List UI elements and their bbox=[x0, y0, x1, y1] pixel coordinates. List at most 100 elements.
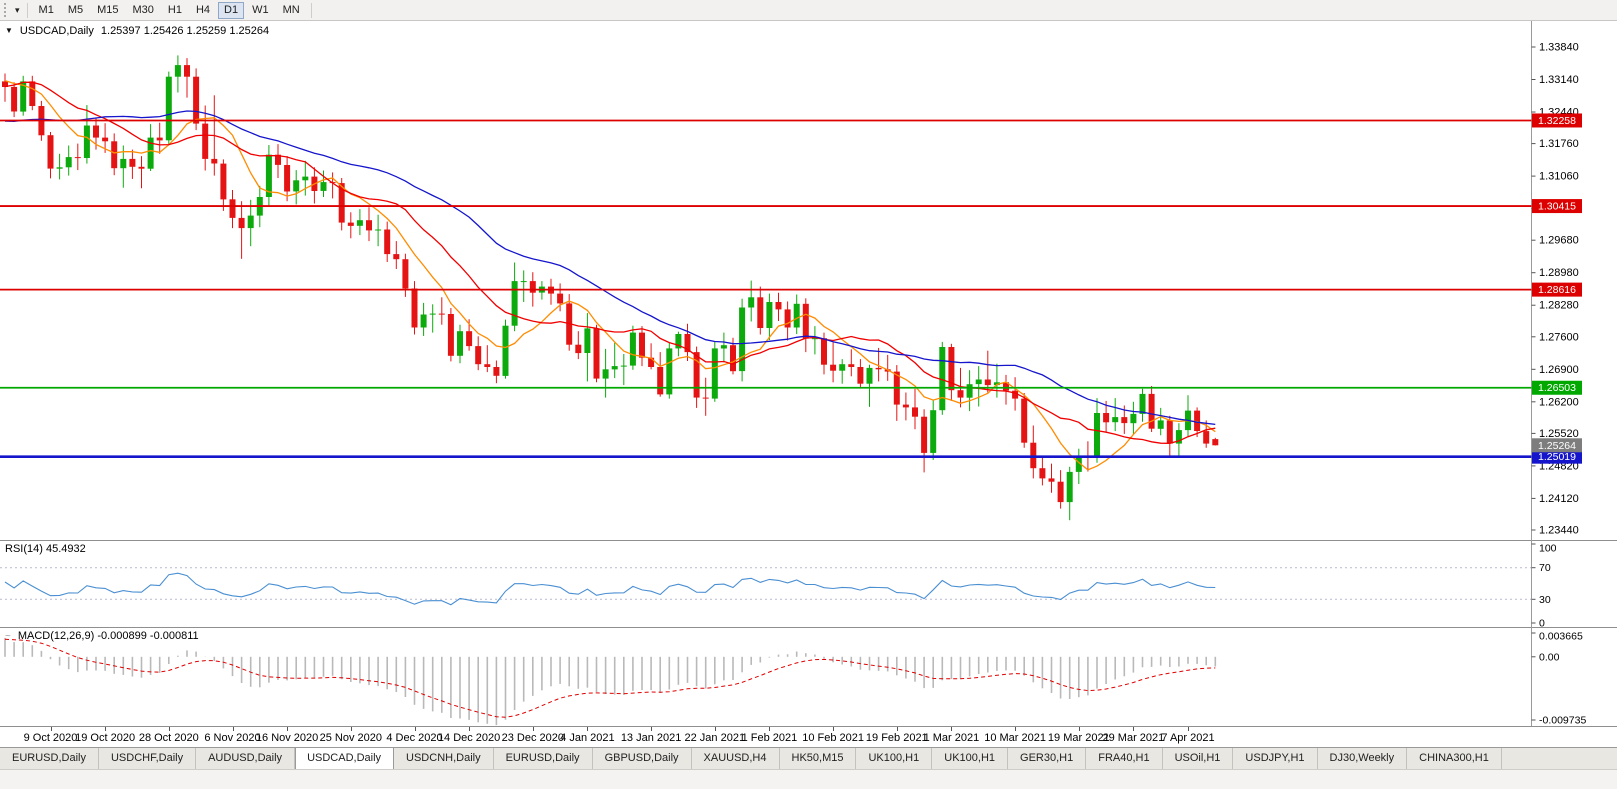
candle[interactable] bbox=[447, 308, 454, 362]
symbol-tab-usdcad-3[interactable]: USDCAD,Daily bbox=[295, 748, 395, 769]
symbol-tab-hk50-8[interactable]: HK50,M15 bbox=[780, 748, 857, 769]
candle[interactable] bbox=[238, 201, 245, 259]
candle[interactable] bbox=[457, 324, 463, 364]
candle[interactable] bbox=[1157, 407, 1164, 436]
candle[interactable] bbox=[1139, 388, 1146, 422]
charts-dropdown-icon[interactable]: ▾ bbox=[15, 4, 20, 15]
candle[interactable] bbox=[129, 149, 136, 179]
candle[interactable] bbox=[993, 363, 1000, 398]
candle[interactable] bbox=[912, 388, 918, 430]
candle[interactable] bbox=[584, 313, 591, 382]
symbol-tab-xauusd-7[interactable]: XAUUSD,H4 bbox=[692, 748, 780, 769]
candle[interactable] bbox=[438, 297, 445, 325]
candle[interactable] bbox=[666, 342, 673, 399]
time-axis[interactable]: 9 Oct 2020 19 Oct 2020 28 Oct 2020 6 Nov 20… bbox=[0, 726, 1617, 747]
toolbar-grip-icon[interactable] bbox=[4, 3, 8, 17]
candle[interactable] bbox=[611, 342, 618, 379]
candle[interactable] bbox=[320, 170, 327, 198]
timeframe-button-h1[interactable]: H1 bbox=[162, 2, 188, 19]
candle[interactable] bbox=[65, 145, 72, 176]
candle[interactable] bbox=[111, 133, 118, 176]
candle[interactable] bbox=[120, 145, 127, 188]
timeframe-button-w1[interactable]: W1 bbox=[246, 2, 275, 19]
candle[interactable] bbox=[848, 349, 855, 377]
timeframe-button-m1[interactable]: M1 bbox=[33, 2, 60, 19]
candle[interactable] bbox=[393, 241, 400, 269]
candle[interactable] bbox=[156, 122, 163, 154]
candle[interactable] bbox=[29, 75, 36, 111]
symbol-tab-uk100-10[interactable]: UK100,H1 bbox=[932, 748, 1009, 769]
candle[interactable] bbox=[138, 156, 145, 189]
candle[interactable] bbox=[1048, 463, 1055, 493]
candle[interactable] bbox=[939, 341, 946, 415]
candle[interactable] bbox=[102, 123, 109, 153]
candle[interactable] bbox=[1039, 457, 1046, 486]
candle[interactable] bbox=[174, 55, 181, 93]
candle[interactable] bbox=[220, 159, 227, 211]
timeframe-button-d1[interactable]: D1 bbox=[218, 1, 245, 19]
candle[interactable] bbox=[329, 172, 336, 199]
candle[interactable] bbox=[1185, 395, 1191, 438]
candle[interactable] bbox=[702, 377, 709, 416]
candle[interactable] bbox=[520, 270, 527, 302]
candle[interactable] bbox=[1148, 386, 1155, 432]
symbol-tab-dj30-15[interactable]: DJ30,Weekly bbox=[1318, 748, 1408, 769]
candle[interactable] bbox=[83, 105, 90, 164]
symbol-tab-ger30-11[interactable]: GER30,H1 bbox=[1008, 748, 1087, 769]
symbol-tab-usdchf-1[interactable]: USDCHF,Daily bbox=[99, 748, 197, 769]
candle[interactable] bbox=[429, 304, 436, 333]
candle[interactable] bbox=[711, 341, 718, 402]
candle[interactable] bbox=[420, 302, 427, 336]
timeframe-button-m30[interactable]: M30 bbox=[127, 2, 160, 19]
timeframe-button-h4[interactable]: H4 bbox=[190, 2, 216, 19]
timeframe-button-mn[interactable]: MN bbox=[277, 2, 306, 19]
candle[interactable] bbox=[1003, 374, 1009, 405]
candle[interactable] bbox=[1030, 425, 1037, 479]
candle[interactable] bbox=[1112, 398, 1119, 432]
candle[interactable] bbox=[475, 336, 482, 371]
symbol-tab-china300-16[interactable]: CHINA300,H1 bbox=[1407, 748, 1502, 769]
candle[interactable] bbox=[1012, 377, 1019, 411]
candle[interactable] bbox=[302, 160, 309, 196]
timeframe-button-m15[interactable]: M15 bbox=[91, 2, 124, 19]
candle[interactable] bbox=[684, 323, 691, 361]
candle[interactable] bbox=[347, 212, 354, 239]
candle[interactable] bbox=[657, 352, 664, 397]
candle[interactable] bbox=[675, 331, 682, 357]
candle[interactable] bbox=[275, 144, 281, 178]
candle[interactable] bbox=[2, 73, 8, 102]
candle[interactable] bbox=[693, 346, 700, 408]
candle[interactable] bbox=[493, 360, 500, 384]
candle[interactable] bbox=[839, 359, 846, 384]
candle[interactable] bbox=[1166, 415, 1173, 458]
candle[interactable] bbox=[602, 348, 609, 398]
candle[interactable] bbox=[857, 359, 864, 388]
candle[interactable] bbox=[720, 332, 727, 363]
macd-canvas[interactable]: 0.003665 0.00 -0.009735 bbox=[0, 627, 1617, 726]
candle[interactable] bbox=[739, 298, 746, 382]
candle[interactable] bbox=[11, 82, 18, 118]
candle[interactable] bbox=[975, 366, 982, 407]
symbol-tab-uk100-9[interactable]: UK100,H1 bbox=[856, 748, 933, 769]
candle[interactable] bbox=[866, 364, 873, 407]
candle[interactable] bbox=[557, 283, 564, 312]
symbol-tab-gbpusd-6[interactable]: GBPUSD,Daily bbox=[593, 748, 692, 769]
candle[interactable] bbox=[793, 294, 800, 335]
symbol-tab-audusd-2[interactable]: AUDUSD,Daily bbox=[196, 748, 296, 769]
candle[interactable] bbox=[1212, 437, 1219, 446]
candle[interactable] bbox=[356, 209, 363, 236]
candle[interactable] bbox=[984, 350, 991, 393]
candle[interactable] bbox=[1103, 400, 1110, 432]
candle[interactable] bbox=[265, 145, 272, 206]
candle[interactable] bbox=[948, 343, 955, 401]
chart-collapse-icon[interactable]: ▼ bbox=[5, 26, 13, 35]
candle[interactable] bbox=[875, 347, 882, 382]
candle[interactable] bbox=[575, 331, 582, 360]
candle[interactable] bbox=[284, 156, 291, 202]
candle[interactable] bbox=[202, 105, 209, 171]
candle[interactable] bbox=[884, 354, 891, 381]
candle[interactable] bbox=[802, 298, 809, 353]
symbol-tab-usdjpy-14[interactable]: USDJPY,H1 bbox=[1233, 748, 1318, 769]
candle[interactable] bbox=[784, 301, 791, 341]
candle[interactable] bbox=[748, 280, 755, 322]
